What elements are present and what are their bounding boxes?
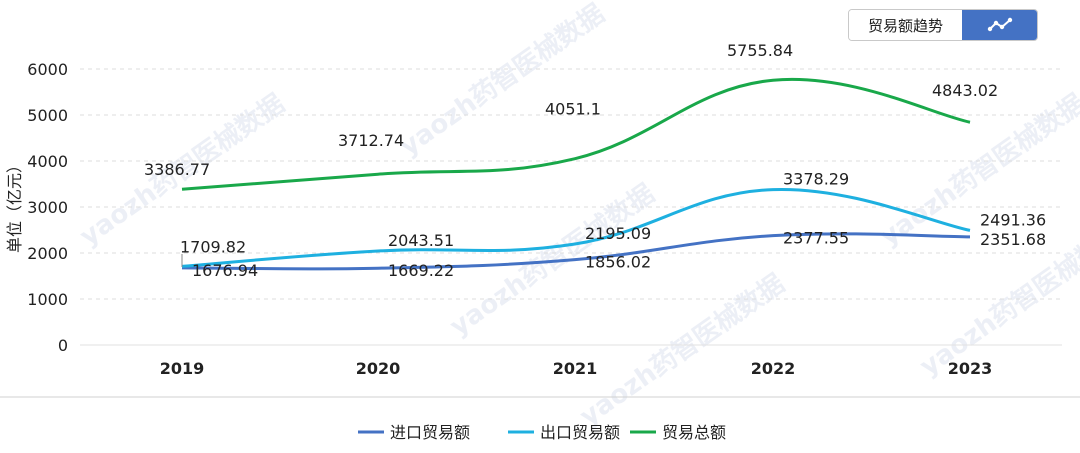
series-line-import [181,232,971,271]
y-tick-label: 5000 [27,106,68,125]
grid [80,68,1062,300]
x-tick-label: 2023 [948,359,993,378]
data-label-import: 1669.22 [388,261,454,280]
data-label-import: 2351.68 [980,230,1046,249]
legend-label: 进口贸易额 [390,423,470,442]
y-tick-label: 2000 [27,244,68,263]
y-axis-title: 单位（亿元） [5,157,24,253]
data-label-total: 3386.77 [144,160,210,179]
data-label-export: 3378.29 [783,170,849,189]
data-labels: 1676.94 1669.22 1856.02 2377.55 2351.68 1709.… [144,41,1046,280]
data-label-import: 2377.55 [783,229,849,248]
y-tick-label: 1000 [27,290,68,309]
data-label-import: 1676.94 [192,261,258,280]
data-label-total: 5755.84 [727,41,793,60]
legend-item-import[interactable]: 进口贸易额 [358,423,470,442]
y-tick-label: 3000 [27,198,68,217]
legend-label: 贸易总额 [662,423,726,442]
legend-label: 出口贸易额 [540,423,620,442]
series-lines [181,77,971,271]
y-tick-label: 0 [58,336,68,355]
y-tick-label: 6000 [27,60,68,79]
series-line-total [181,77,971,191]
legend-item-export[interactable]: 出口贸易额 [508,423,620,442]
line-chart-button[interactable] [962,10,1037,40]
x-axis: 2019 2020 2021 2022 2023 [0,344,1080,398]
data-label-total: 3712.74 [338,131,404,150]
data-label-export: 2491.36 [980,210,1046,229]
x-tick-label: 2019 [160,359,205,378]
trend-label[interactable]: 贸易额趋势 [849,10,962,40]
line-chart-icon [987,17,1012,32]
data-label-total: 4051.1 [545,100,601,119]
x-tick-label: 2022 [751,359,796,378]
x-tick-label: 2021 [553,359,598,378]
y-tick-label: 4000 [27,152,68,171]
data-label-export: 2195.09 [585,224,651,243]
x-tick-label: 2020 [356,359,401,378]
legend: 进口贸易额 出口贸易额 贸易总额 [358,423,726,442]
data-label-total: 4843.02 [932,81,998,100]
data-label-export: 2043.51 [388,231,454,250]
legend-item-total[interactable]: 贸易总额 [630,423,726,442]
y-axis: 0 1000 2000 3000 4000 5000 6000 [27,60,68,355]
data-label-import: 1856.02 [585,253,651,272]
series-line-export [181,188,971,268]
data-label-export: 1709.82 [180,237,246,256]
trend-toggle[interactable]: 贸易额趋势 [848,9,1038,41]
